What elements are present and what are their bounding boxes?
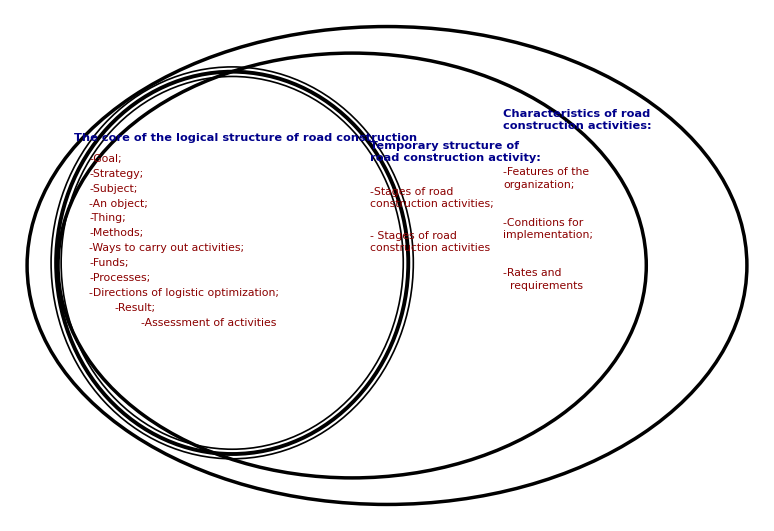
Text: -Methods;: -Methods;	[89, 228, 143, 238]
Text: -Conditions for
implementation;: -Conditions for implementation;	[503, 218, 593, 240]
Text: -Stages of road
construction activities;: -Stages of road construction activities;	[370, 187, 494, 209]
Text: -Subject;: -Subject;	[89, 184, 138, 194]
Text: Characteristics of road
construction activities:: Characteristics of road construction act…	[503, 109, 652, 131]
Text: -Features of the
organization;: -Features of the organization;	[503, 167, 589, 190]
Text: -Result;: -Result;	[115, 303, 156, 313]
Text: -Funds;: -Funds;	[89, 258, 128, 268]
Text: -Processes;: -Processes;	[89, 273, 150, 283]
Text: -Directions of logistic optimization;: -Directions of logistic optimization;	[89, 288, 279, 298]
Text: -Thing;: -Thing;	[89, 213, 125, 224]
Text: - Stages of road
construction activities: - Stages of road construction activities	[370, 231, 490, 253]
Text: The core of the logical structure of road construction: The core of the logical structure of roa…	[74, 133, 416, 143]
Text: Temporary structure of
road construction activity:: Temporary structure of road construction…	[370, 141, 541, 163]
Text: -An object;: -An object;	[89, 199, 148, 209]
Text: -Goal;: -Goal;	[89, 154, 122, 164]
Text: -Assessment of activities: -Assessment of activities	[141, 318, 276, 328]
Text: -Ways to carry out activities;: -Ways to carry out activities;	[89, 243, 244, 253]
Text: -Strategy;: -Strategy;	[89, 169, 143, 179]
Text: -Rates and
  requirements: -Rates and requirements	[503, 268, 583, 290]
